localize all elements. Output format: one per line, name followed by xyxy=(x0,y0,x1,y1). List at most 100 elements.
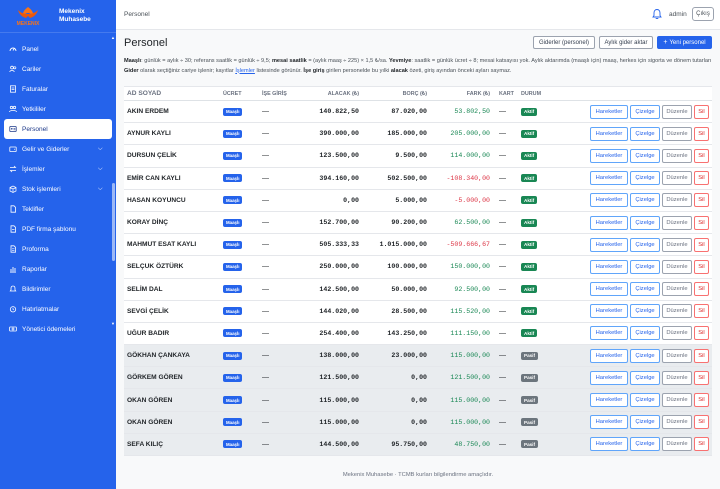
edit-button[interactable]: Düzenle xyxy=(662,171,692,186)
edit-button[interactable]: Düzenle xyxy=(662,237,692,252)
user-name[interactable]: admin xyxy=(669,11,687,18)
delete-button[interactable]: Sil xyxy=(694,215,709,230)
status-badge: Aktif xyxy=(521,307,538,316)
sidebar-item-6[interactable]: İşlemler ⌵ xyxy=(4,159,112,179)
schedule-button[interactable]: Çizelge xyxy=(630,215,660,230)
edit-button[interactable]: Düzenle xyxy=(662,215,692,230)
sidebar-item-8[interactable]: Teklifler xyxy=(4,199,112,219)
schedule-button[interactable]: Çizelge xyxy=(630,259,660,274)
sidebar-item-3[interactable]: Yetkililer xyxy=(4,99,112,119)
scroll-up-icon[interactable]: ▲ xyxy=(111,35,115,40)
edit-button[interactable]: Düzenle xyxy=(662,437,692,452)
monthly-expense-transfer-button[interactable]: Aylık gider aktar xyxy=(599,36,653,49)
sidebar-item-4[interactable]: Personel xyxy=(4,119,112,139)
sidebar-item-0[interactable]: Panel xyxy=(4,39,112,59)
sidebar-item-2[interactable]: Faturalar xyxy=(4,79,112,99)
movements-button[interactable]: Hareketler xyxy=(590,393,628,408)
edit-button[interactable]: Düzenle xyxy=(662,326,692,341)
delete-button[interactable]: Sil xyxy=(694,104,709,119)
edit-button[interactable]: Düzenle xyxy=(662,148,692,163)
movements-button[interactable]: Hareketler xyxy=(590,348,628,363)
schedule-button[interactable]: Çizelge xyxy=(630,171,660,186)
edit-button[interactable]: Düzenle xyxy=(662,370,692,385)
new-personnel-button[interactable]: + Yeni personel xyxy=(657,36,712,49)
sidebar-item-12[interactable]: Bildirimler xyxy=(4,279,112,299)
sidebar-item-5[interactable]: Gelir ve Giderler ⌵ xyxy=(4,139,112,159)
header-wage[interactable]: ÜCRET xyxy=(223,90,242,97)
delete-button[interactable]: Sil xyxy=(694,148,709,163)
schedule-button[interactable]: Çizelge xyxy=(630,282,660,297)
scroll-down-icon[interactable]: ▼ xyxy=(111,321,115,326)
schedule-button[interactable]: Çizelge xyxy=(630,126,660,141)
schedule-button[interactable]: Çizelge xyxy=(630,304,660,319)
header-status[interactable]: DURUM xyxy=(521,90,542,97)
sidebar-item-11[interactable]: Raporlar xyxy=(4,259,112,279)
movements-button[interactable]: Hareketler xyxy=(590,259,628,274)
movements-button[interactable]: Hareketler xyxy=(590,171,628,186)
edit-button[interactable]: Düzenle xyxy=(662,393,692,408)
delete-button[interactable]: Sil xyxy=(694,193,709,208)
movements-button[interactable]: Hareketler xyxy=(590,282,628,297)
edit-button[interactable]: Düzenle xyxy=(662,193,692,208)
header-debt[interactable]: BORÇ (₺) xyxy=(402,90,427,97)
movements-button[interactable]: Hareketler xyxy=(590,237,628,252)
schedule-button[interactable]: Çizelge xyxy=(630,104,660,119)
edit-button[interactable]: Düzenle xyxy=(662,282,692,297)
logout-button[interactable]: Çıkış xyxy=(692,7,714,21)
movements-button[interactable]: Hareketler xyxy=(590,104,628,119)
header-name[interactable]: AD SOYAD xyxy=(127,90,162,97)
delete-button[interactable]: Sil xyxy=(694,237,709,252)
edit-button[interactable]: Düzenle xyxy=(662,348,692,363)
edit-button[interactable]: Düzenle xyxy=(662,104,692,119)
delete-button[interactable]: Sil xyxy=(694,259,709,274)
notification-bell-icon[interactable] xyxy=(651,8,663,20)
delete-button[interactable]: Sil xyxy=(694,393,709,408)
sidebar-item-10[interactable]: Proforma xyxy=(4,239,112,259)
sidebar-scrollbar[interactable]: ▲ ▼ xyxy=(111,33,115,489)
delete-button[interactable]: Sil xyxy=(694,348,709,363)
sidebar-item-13[interactable]: Hatırlatmalar xyxy=(4,299,112,319)
schedule-button[interactable]: Çizelge xyxy=(630,437,660,452)
header-card[interactable]: KART xyxy=(499,90,514,97)
movements-button[interactable]: Hareketler xyxy=(590,126,628,141)
movements-button[interactable]: Hareketler xyxy=(590,215,628,230)
schedule-button[interactable]: Çizelge xyxy=(630,370,660,385)
delete-button[interactable]: Sil xyxy=(694,304,709,319)
sidebar-item-7[interactable]: Stok işlemleri ⌵ xyxy=(4,179,112,199)
delete-button[interactable]: Sil xyxy=(694,370,709,385)
sidebar-item-9[interactable]: PDF firma şablonu xyxy=(4,219,112,239)
schedule-button[interactable]: Çizelge xyxy=(630,415,660,430)
header-start-date[interactable]: İŞE GİRİŞ xyxy=(262,90,287,97)
schedule-button[interactable]: Çizelge xyxy=(630,348,660,363)
movements-button[interactable]: Hareketler xyxy=(590,370,628,385)
edit-button[interactable]: Düzenle xyxy=(662,304,692,319)
delete-button[interactable]: Sil xyxy=(694,437,709,452)
movements-button[interactable]: Hareketler xyxy=(590,437,628,452)
edit-button[interactable]: Düzenle xyxy=(662,126,692,141)
edit-button[interactable]: Düzenle xyxy=(662,415,692,430)
movements-button[interactable]: Hareketler xyxy=(590,148,628,163)
header-receivable[interactable]: ALACAK (₺) xyxy=(327,90,359,97)
delete-button[interactable]: Sil xyxy=(694,282,709,297)
movements-button[interactable]: Hareketler xyxy=(590,193,628,208)
edit-button[interactable]: Düzenle xyxy=(662,259,692,274)
movements-button[interactable]: Hareketler xyxy=(590,415,628,430)
schedule-button[interactable]: Çizelge xyxy=(630,148,660,163)
sidebar-item-14[interactable]: Yönetici ödemeleri xyxy=(4,319,112,339)
scroll-thumb[interactable] xyxy=(112,183,115,261)
sidebar-item-1[interactable]: Cariler xyxy=(4,59,112,79)
schedule-button[interactable]: Çizelge xyxy=(630,237,660,252)
delete-button[interactable]: Sil xyxy=(694,126,709,141)
schedule-button[interactable]: Çizelge xyxy=(630,393,660,408)
transactions-link[interactable]: İşlemler xyxy=(235,67,255,74)
schedule-button[interactable]: Çizelge xyxy=(630,193,660,208)
expenses-personnel-button[interactable]: Giderler (personel) xyxy=(533,36,595,49)
delete-button[interactable]: Sil xyxy=(694,326,709,341)
delete-button[interactable]: Sil xyxy=(694,415,709,430)
schedule-button[interactable]: Çizelge xyxy=(630,326,660,341)
delete-button[interactable]: Sil xyxy=(694,171,709,186)
brand[interactable]: MEKENIX Mekenix Muhasebe xyxy=(0,0,116,33)
movements-button[interactable]: Hareketler xyxy=(590,304,628,319)
header-difference[interactable]: FARK (₺) xyxy=(466,90,490,97)
movements-button[interactable]: Hareketler xyxy=(590,326,628,341)
